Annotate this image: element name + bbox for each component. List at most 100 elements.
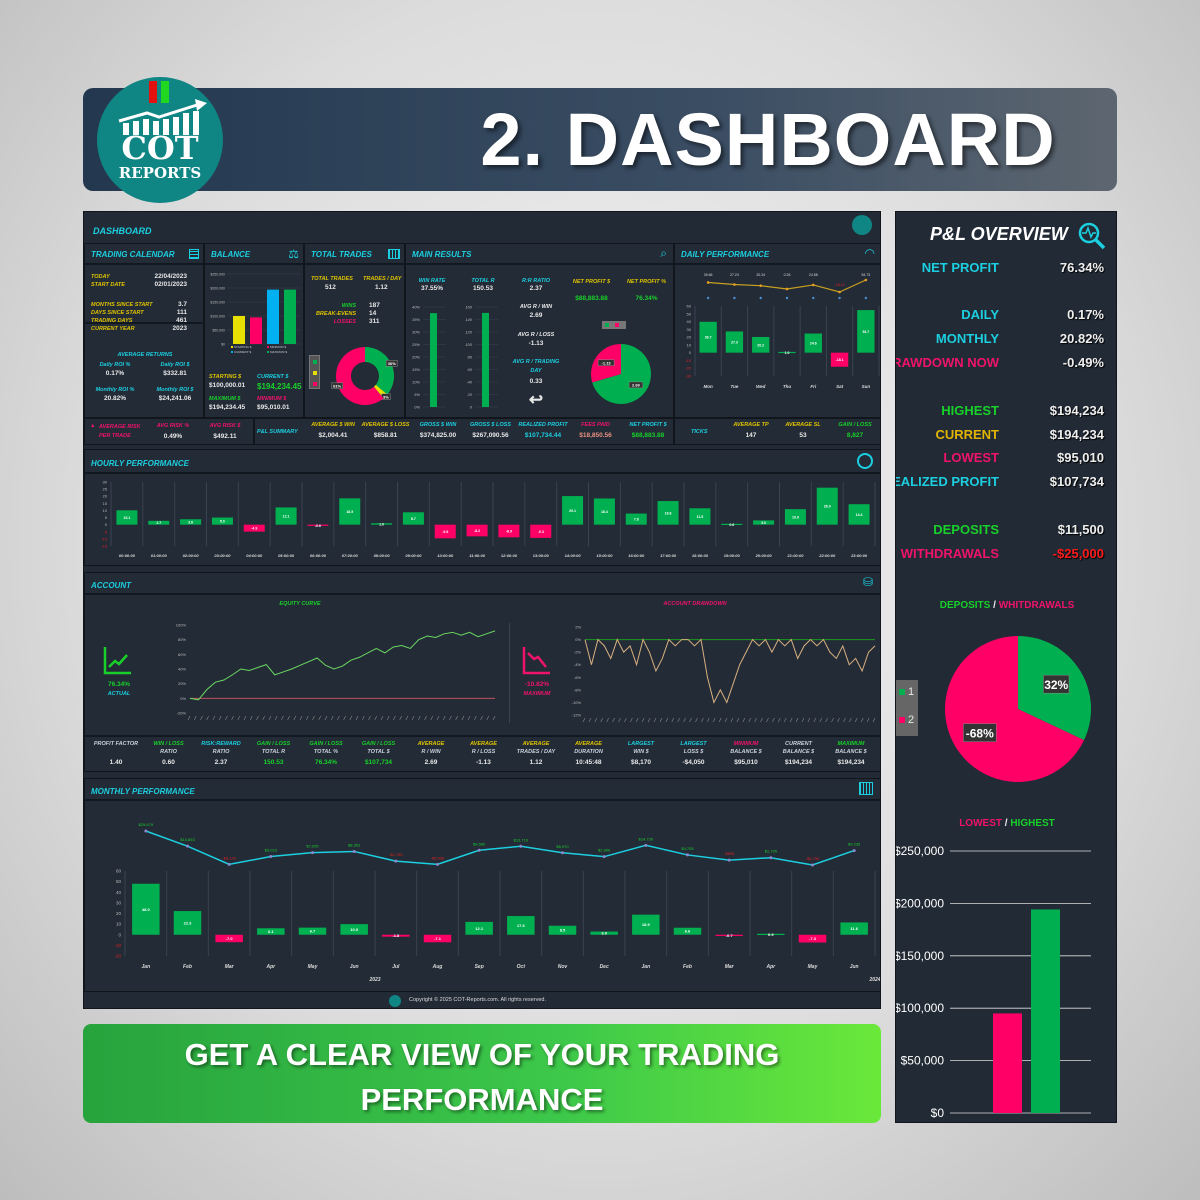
table-icon — [388, 249, 400, 259]
y-tick-label: 20 — [467, 392, 473, 397]
x-tick-mark — [618, 717, 621, 723]
line-value-label: $7,095 — [306, 844, 319, 849]
undo-arrow-icon[interactable]: ↩ — [528, 390, 544, 409]
x-tick-label: Jun — [350, 964, 359, 970]
stat-value: 1.40 — [109, 759, 123, 766]
stat-label: AVERAGE — [470, 741, 497, 747]
stat-sublabel: BALANCE $ — [835, 749, 867, 755]
avg-return-label: Daily ROI $ — [160, 362, 190, 368]
avg-r-legend — [602, 321, 626, 329]
data-label: 2.69 — [632, 383, 641, 388]
trading-calendar-section: TRADING CALENDAR AVERAGE RETURNS TODAY 22… — [84, 243, 205, 418]
line-point — [227, 862, 231, 866]
ticks-label: GAIN / LOSS — [838, 422, 872, 428]
x-tick-mark — [795, 717, 799, 723]
y-tick-label: -15 — [101, 544, 108, 549]
line-value-label: $14,730 — [639, 836, 654, 841]
daily-performance-section: DAILY PERFORMANCE ◠ -30 -20 -10 0 10 20 30 40 50… — [674, 243, 880, 418]
ticks-section: TICKS AVERAGE TP 147 AVERAGE SL 53 GAIN / LO… — [674, 418, 880, 445]
equity-curve-chart: -20% 0% 20% 40% 60% 80% 100% — [176, 623, 496, 721]
page-title: 2. DASHBOARD — [480, 98, 1056, 181]
pl-row-label: DAILY — [961, 307, 999, 322]
x-tick-label: Mar — [725, 964, 735, 970]
bar-value-label: 0.6 — [729, 523, 734, 527]
net-profit-usd-value: $88,883.88 — [575, 295, 608, 302]
x-tick-mark — [262, 715, 265, 721]
x-tick-mark — [274, 715, 278, 721]
pnl-label: NET PROFIT $ — [629, 422, 667, 428]
stat-label: CURRENT — [785, 741, 812, 747]
bar-value-label: 12.1 — [475, 926, 484, 931]
x-tick-mark — [355, 715, 359, 721]
stat-sublabel: R / WIN — [421, 749, 441, 755]
bar-value-label: -1.8 — [392, 933, 400, 938]
bar-value-label: 16.6 — [665, 511, 672, 515]
clock-icon — [857, 453, 873, 469]
bar — [625, 513, 647, 525]
bar — [673, 927, 702, 935]
stat-label: RISK:REWARD — [201, 741, 241, 747]
line-point — [477, 848, 481, 852]
bar — [243, 524, 265, 532]
bar-value-label: 14.4 — [856, 513, 863, 517]
bar-value-label: 3.8 — [188, 520, 193, 524]
logo-subtext: REPORTS — [118, 164, 202, 182]
bar-value-label: -9.3 — [538, 530, 544, 534]
trades-slice — [365, 347, 394, 395]
x-tick-mark — [606, 717, 609, 723]
bar-value-label: 6.6 — [685, 929, 691, 934]
y-tick-label: 0% — [414, 405, 420, 410]
y-tick-label: 10% — [412, 380, 420, 385]
calendar-label: CURRENT YEAR — [91, 326, 135, 332]
x-tick-label: Sep — [475, 964, 484, 970]
trade-count-label: LOSSES — [333, 319, 356, 325]
balance-label: MINIMUM $ — [257, 396, 287, 402]
stat-sublabel: TOTAL $ — [367, 749, 390, 755]
bar-value-label: 48.0 — [142, 907, 151, 912]
line-value-label: $6,970 — [556, 844, 569, 849]
data-label: -68% — [966, 726, 994, 740]
bar — [757, 933, 785, 935]
x-tick-label: Jul — [392, 964, 400, 970]
legend-label: CURRENT $ — [234, 350, 251, 354]
x-tick-mark — [600, 717, 604, 723]
balance-value: $95,010.01 — [257, 404, 290, 411]
y-tick-label: 5% — [414, 392, 420, 397]
x-tick-mark — [837, 717, 840, 723]
line-point — [686, 853, 689, 857]
x-tick-mark — [677, 717, 680, 723]
x-tick-mark — [318, 715, 321, 721]
x-tick-mark — [212, 715, 216, 721]
bar-value-label: 10.0 — [350, 927, 359, 932]
pl-overview-title: P&L OVERVIEW — [930, 224, 1068, 244]
bar — [798, 934, 827, 943]
stat-label: LARGEST — [627, 741, 655, 747]
bar — [275, 507, 297, 525]
analytics-search-icon[interactable] — [1078, 222, 1108, 250]
x-tick-label: Wed — [756, 384, 766, 389]
data-label-box — [628, 381, 643, 389]
bar-value-label: 6.1 — [268, 929, 274, 934]
stat-label: GAIN / LOSS — [309, 741, 343, 747]
bar — [466, 524, 488, 537]
x-tick-mark — [455, 715, 458, 721]
main-results-section: MAIN RESULTS ⌕ WIN RATE 37.55% TOTAL R 1… — [405, 243, 674, 418]
stat-value: 76.34% — [314, 759, 338, 766]
calendar-icon — [189, 249, 199, 259]
y-tick-label: $250,000 — [896, 844, 944, 858]
section-title: MAIN RESULTS — [412, 250, 472, 259]
x-tick-mark — [486, 715, 490, 721]
stat-value: 10:45:48 — [575, 759, 602, 766]
ticks-title: TICKS — [691, 429, 708, 435]
bar-value-label: 11.5 — [697, 515, 704, 519]
line-point — [352, 849, 356, 853]
bar — [180, 519, 202, 525]
logo-text: COT — [121, 129, 199, 167]
line-value-label: -18.14 — [835, 283, 845, 287]
bar-value-label: 24.6 — [810, 342, 817, 346]
copyright-text: Copyright © 2025 COT-Reports.com. All ri… — [409, 997, 547, 1003]
pnl-summary-title: P&L SUMMARY — [257, 429, 298, 435]
line-value-label: 24.58 — [809, 273, 818, 277]
search-icon[interactable]: ⌕ — [660, 246, 667, 260]
pl-row-value: 0.17% — [1067, 307, 1104, 322]
